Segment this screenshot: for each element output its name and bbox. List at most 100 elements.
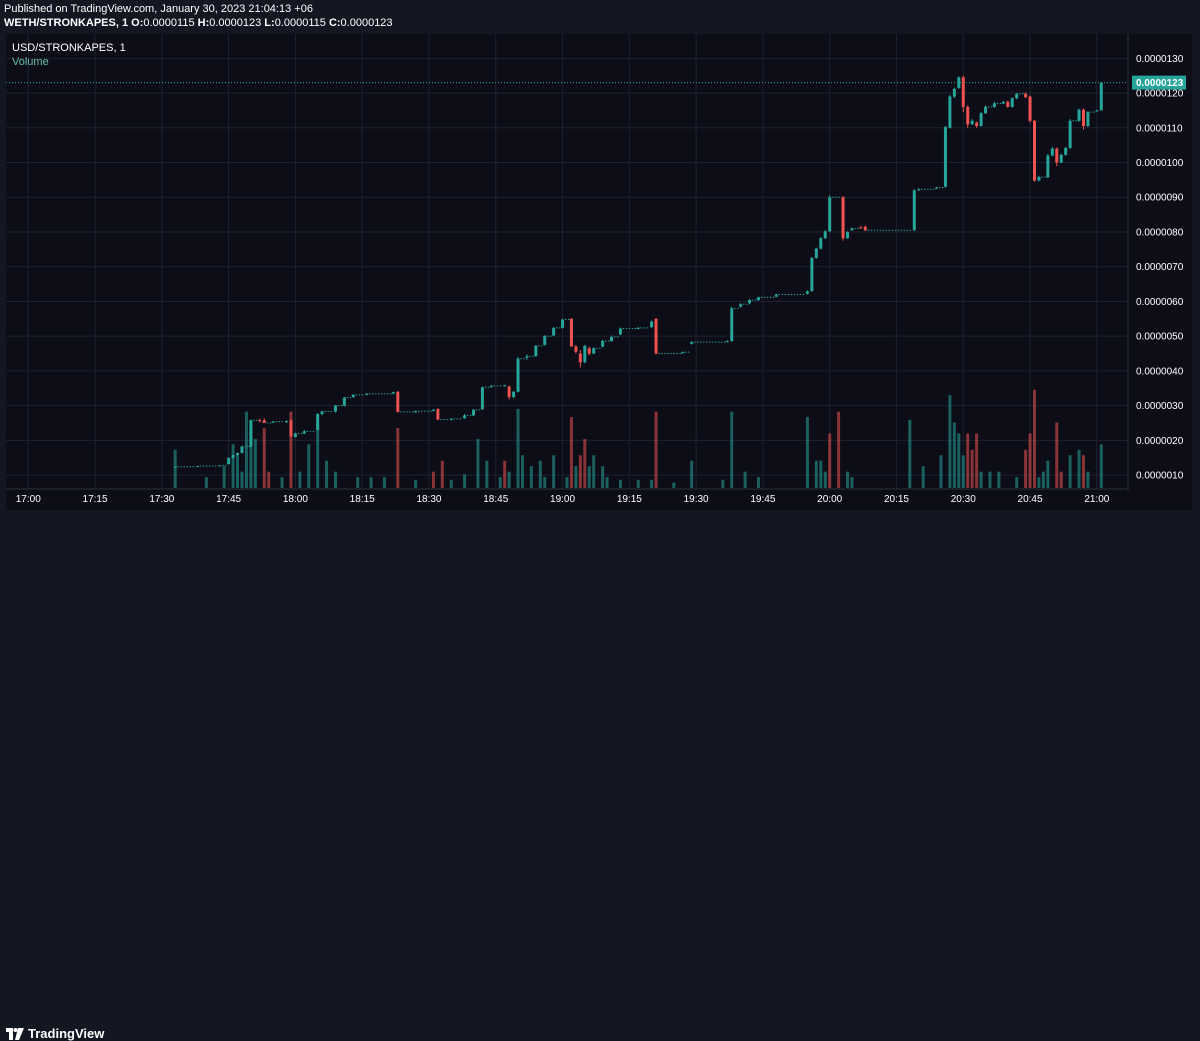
- time-tick-label: 20:30: [951, 494, 976, 505]
- volume-bar: [316, 422, 320, 488]
- flat-candle: [440, 419, 442, 421]
- volume-bar: [1028, 433, 1032, 488]
- flat-candle: [616, 336, 619, 338]
- volume-bar: [463, 474, 467, 488]
- candle-body: [681, 352, 685, 354]
- candle-body: [285, 421, 288, 423]
- flat-candle: [688, 351, 690, 353]
- tradingview-logo[interactable]: TradingView: [6, 1026, 104, 1041]
- candle-body: [1099, 82, 1103, 111]
- volume-bar: [1033, 389, 1036, 488]
- flat-candle: [596, 347, 598, 349]
- flat-candle: [564, 319, 567, 321]
- price-chart[interactable]: 0.0000130 0.0000120 0.0000110 0.0000100 0.00…: [6, 34, 1192, 510]
- chart-area[interactable]: 0.0000130 0.0000120 0.0000110 0.0000100 0.00…: [6, 34, 1192, 510]
- flat-candle: [412, 411, 414, 413]
- candle-body: [948, 96, 952, 128]
- candle-body: [249, 420, 253, 447]
- flat-candle: [346, 397, 349, 399]
- volume-bar: [957, 433, 961, 488]
- volume-bar: [921, 466, 925, 488]
- volume-bar: [690, 460, 694, 488]
- volume-bar: [204, 477, 208, 488]
- volume-bar: [672, 482, 676, 488]
- candle-body: [966, 106, 970, 125]
- flat-candle: [324, 411, 326, 413]
- volume-bar: [485, 460, 489, 488]
- flat-candle: [456, 418, 459, 420]
- flat-candle: [523, 358, 525, 360]
- flat-candle: [746, 303, 748, 305]
- volume-bar: [721, 479, 725, 488]
- candles: [173, 75, 1103, 468]
- candle-body: [917, 189, 921, 191]
- flat-candle: [793, 293, 796, 295]
- volume-bar: [552, 455, 556, 488]
- volume-bar: [369, 477, 373, 488]
- flat-candle: [643, 327, 646, 329]
- flat-candle: [1093, 111, 1095, 113]
- symbol-label: WETH/STRONKAPES, 1: [4, 17, 129, 29]
- candle-body: [351, 394, 355, 397]
- candle-body: [970, 120, 974, 125]
- flat-candle: [567, 319, 570, 321]
- flat-candle: [361, 394, 364, 396]
- candle-body: [756, 297, 760, 301]
- flat-candle: [469, 414, 472, 416]
- flat-candle: [355, 394, 358, 396]
- volume-bar: [307, 444, 311, 488]
- price-tick-label: 0.0000120: [1136, 89, 1184, 100]
- candle-body: [534, 345, 538, 356]
- time-axis[interactable]: 17:00 17:15 17:30 17:45 18:00 18:15 18:30 18:45…: [16, 494, 1110, 505]
- volume-bar: [520, 455, 524, 488]
- flat-candle: [894, 229, 897, 231]
- flat-candle: [1022, 93, 1024, 95]
- candle-body: [587, 348, 591, 354]
- candle-body: [952, 88, 956, 97]
- time-tick-label: 17:45: [216, 494, 241, 505]
- tradingview-logo-text: TradingView: [28, 1026, 105, 1041]
- tradingview-logo-icon: [6, 1027, 24, 1040]
- flat-candle: [430, 410, 432, 412]
- candle-body: [512, 391, 516, 397]
- candle-body: [489, 385, 493, 387]
- open-value: 0.0000115: [143, 17, 195, 29]
- candle-body: [472, 409, 475, 416]
- price-tick-label: 0.0000010: [1136, 471, 1184, 482]
- candle-body: [1050, 148, 1054, 156]
- flat-candle: [927, 188, 929, 190]
- flat-candle: [700, 341, 702, 343]
- volume-bar: [574, 466, 578, 488]
- volume-bar: [476, 438, 480, 488]
- volume-bar: [828, 433, 832, 488]
- flat-candle: [857, 228, 859, 230]
- time-tick-label: 20:00: [817, 494, 842, 505]
- candle-body: [992, 103, 996, 107]
- flat-candle: [312, 430, 315, 432]
- flat-candle: [608, 340, 610, 342]
- flat-candle: [873, 229, 876, 231]
- flat-candle: [330, 411, 332, 413]
- last-price-label: 0.0000123: [1136, 78, 1184, 89]
- flat-candle: [400, 411, 402, 413]
- volume-bar: [970, 449, 974, 488]
- flat-candle: [269, 422, 272, 424]
- price-axis[interactable]: 0.0000130 0.0000120 0.0000110 0.0000100 0.00…: [1136, 54, 1184, 482]
- candle-body: [725, 341, 729, 343]
- flat-candle: [996, 102, 999, 104]
- candle-body: [774, 294, 778, 297]
- flat-candle: [487, 386, 490, 388]
- volume-bar: [538, 460, 542, 488]
- candle-body: [636, 327, 640, 329]
- flat-candle: [541, 345, 543, 347]
- price-tick-label: 0.0000080: [1136, 227, 1184, 238]
- candle-body: [828, 197, 832, 232]
- candle-body: [1001, 102, 1005, 104]
- volume-bar: [449, 479, 453, 488]
- time-tick-label: 18:30: [416, 494, 441, 505]
- candle-body: [293, 433, 297, 437]
- flat-candle: [897, 229, 900, 231]
- volume-bar: [1059, 471, 1063, 488]
- flat-candle: [987, 106, 990, 108]
- flat-candle: [933, 188, 935, 190]
